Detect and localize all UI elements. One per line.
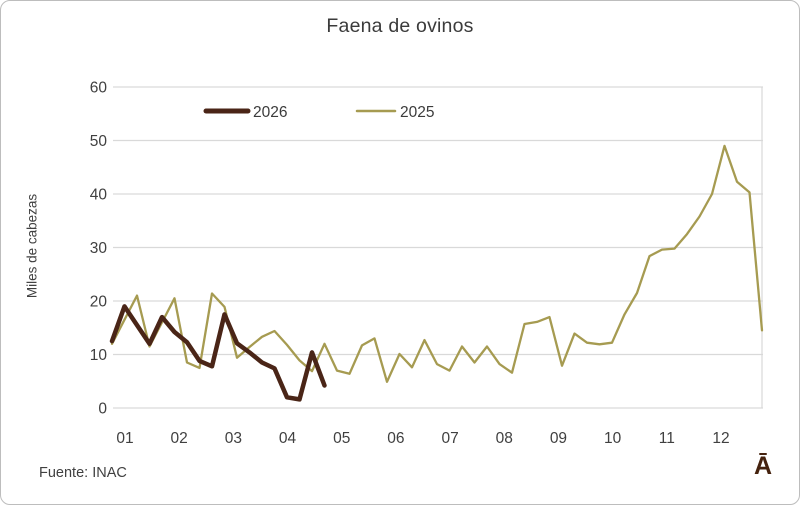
legend-label-2025: 2025: [400, 104, 434, 121]
x-tick-label-09: 09: [550, 430, 567, 447]
legend-label-2026: 2026: [253, 104, 287, 121]
x-tick-label-02: 02: [171, 430, 188, 447]
y-tick-label-0: 0: [98, 401, 107, 418]
chart-title: Faena de ovinos: [326, 15, 474, 37]
y-tick-label-50: 50: [90, 133, 108, 150]
x-tick-label-04: 04: [279, 430, 297, 447]
x-tick-label-08: 08: [496, 430, 513, 447]
y-tick-label-20: 20: [90, 294, 108, 311]
x-tick-label-03: 03: [225, 430, 242, 447]
y-tick-label-30: 30: [90, 240, 108, 257]
x-tick-label-06: 06: [387, 430, 404, 447]
x-tick-label-05: 05: [333, 430, 350, 447]
x-tick-label-01: 01: [116, 430, 133, 447]
brand-glyph: Ā: [754, 452, 773, 480]
source-note: Fuente: INAC: [39, 465, 127, 481]
x-tick-label-11: 11: [659, 430, 675, 447]
y-tick-label-10: 10: [90, 347, 108, 364]
x-tick-label-10: 10: [604, 430, 622, 447]
y-tick-label-40: 40: [90, 187, 108, 204]
y-tick-label-60: 60: [90, 80, 108, 97]
series-line-2026: [109, 304, 327, 402]
series-line-2025: [110, 144, 764, 383]
x-tick-label-12: 12: [712, 430, 729, 447]
x-tick-label-07: 07: [441, 430, 458, 447]
